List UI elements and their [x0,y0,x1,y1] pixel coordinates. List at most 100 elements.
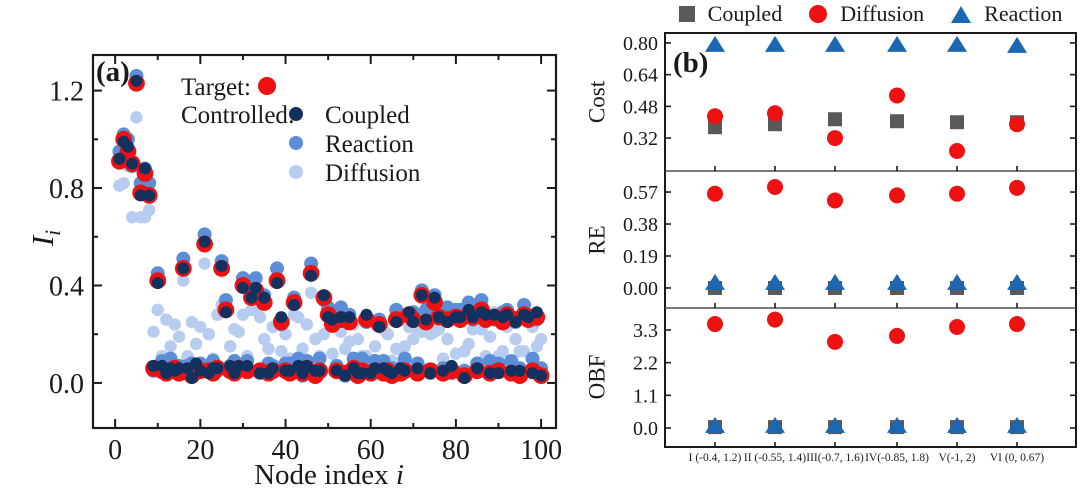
coupled-point [305,269,318,282]
y-tick-label: 0.48 [623,96,658,118]
reaction-point [947,35,967,52]
reaction-point [1007,416,1027,433]
panel-a-frame [91,53,558,430]
coupled-point [828,112,842,127]
coupled-point [411,362,424,375]
diffusion-point [202,328,216,341]
reaction-point [1007,273,1027,290]
reaction-point [525,351,540,366]
coupled-point [334,311,347,324]
legend-item-reaction: Reaction [951,3,1062,25]
diffusion-point [258,332,271,346]
diffusion-point [707,316,723,333]
diffusion-point [147,325,160,338]
reaction-point [705,416,725,433]
coupled-point [398,364,411,377]
coupled-point [505,364,518,377]
y-tick-label: 0.8 [49,174,84,205]
diffusion-point [168,318,181,331]
legend-coupled-label: Coupled [325,102,410,129]
diffusion-point [707,108,723,125]
y-tick-label: 1.2 [49,77,84,108]
panel-b-frame [664,32,1077,448]
category-label: II (-0.55, 1.4) [744,452,806,464]
diffusion-point [889,327,905,344]
y-tick-label: 0.4 [49,271,84,302]
diffusion-point [262,342,275,356]
diffusion-point [949,185,965,202]
legend-diffusion-label: Diffusion [325,160,421,187]
category-label: I (-0.4, 1.2) [689,452,742,464]
category-label: III(-0.7, 1.6) [806,452,864,464]
reaction-point [248,271,263,286]
coupled-point [415,289,428,302]
coupled-point [428,291,441,304]
coupled-point [492,367,505,380]
reaction-triangle-icon [951,5,972,23]
reaction-point [1007,36,1027,53]
coupled-point [219,306,232,319]
diffusion-point [189,337,203,351]
target-marker-icon [258,77,276,95]
panel-a-plot: 0 20 40 60 80 100 0.0 0.4 0.8 1.2 [49,53,562,466]
coupled-point [253,367,266,380]
y-tick-label: 3.3 [633,320,658,342]
coupled-point [151,277,164,290]
y-tick-label: 1.1 [633,385,658,407]
coupled-point [177,262,190,275]
legend-diffusion-text: Diffusion [840,1,925,26]
coupled-point [483,367,496,380]
coupled-point [266,362,279,375]
reaction-point [705,273,725,290]
diffusion-point [300,318,314,331]
cost-axis-label: Cost [584,80,610,124]
diffusion-point [767,105,783,122]
coupled-point [236,281,249,294]
diffusion-point [164,340,177,353]
diffusion-point [707,185,723,202]
diffusion-point [827,333,843,350]
coupled-point [454,311,467,324]
diffusion-point [194,320,207,334]
coupled-point [768,117,782,132]
coupled-point [373,320,386,333]
diffusion-point [398,340,411,353]
diffusion-point [326,347,339,360]
coupled-point [535,369,548,382]
y-tick-label: 0.0 [49,369,84,400]
coupled-point [368,362,381,375]
coupled-point [708,120,722,135]
x-tick-label: 40 [272,435,300,466]
coupled-point [138,162,151,175]
reaction-point [825,273,845,290]
diffusion-point [1009,179,1025,196]
coupled-point [479,308,492,321]
coupled-point [501,308,514,321]
diffusion-point [198,257,211,270]
coupled-point [173,362,186,375]
coupled-point [445,359,458,372]
coupled-point [275,311,288,324]
diffusion-point [317,328,331,341]
diffusion-point [432,323,446,336]
coupled-point [113,152,126,165]
diffusion-point [827,130,843,147]
reaction-point [705,35,725,52]
coupled-point [241,359,254,372]
legend-item-diffusion: Diffusion [809,3,924,25]
coupled-point [471,362,484,375]
coupled-point [258,291,271,304]
reaction-point [312,351,327,366]
legend-item-coupled: Coupled [678,3,782,25]
panel-a-label: (a) [96,56,130,88]
coupled-point [215,259,228,272]
coupled-point [339,369,352,382]
y-tick-label: 0.38 [623,214,658,236]
coupled-point [424,367,437,380]
legend-reaction-text: Reaction [984,1,1063,26]
x-axis-label-text: Node index [254,459,396,491]
x-axis-label-italic-i: i [395,459,404,491]
diffusion-point [130,111,143,124]
coupled-point [185,372,198,385]
panel-b-plot: 0.32 0.48 0.64 0.80 0.00 0.19 0.38 0.57 0.0 1.1 2.… [623,32,1077,464]
